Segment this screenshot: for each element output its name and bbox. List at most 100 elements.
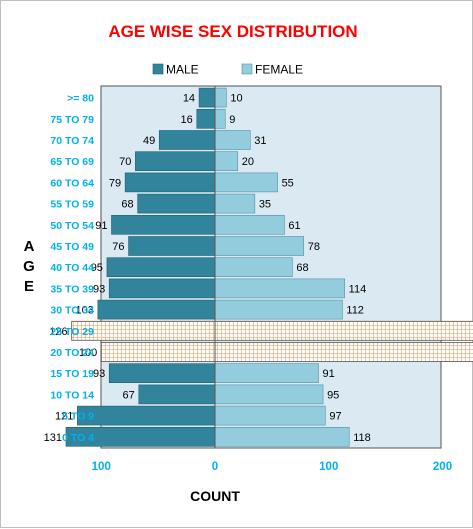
x-axis-label: COUNT: [190, 488, 240, 504]
female-bar: [214, 215, 285, 235]
age-group-label: 35 TO 39: [50, 283, 94, 295]
age-group-label: 65 TO 69: [50, 156, 94, 168]
male-value-label: 68: [121, 199, 133, 211]
age-group-label: 60 TO 64: [50, 177, 94, 189]
age-group-label: 55 TO 59: [50, 199, 94, 211]
male-value-label: 126: [49, 326, 67, 338]
male-bar: [198, 87, 216, 108]
male-value-label: 70: [119, 156, 131, 168]
female-bar: [214, 109, 226, 129]
female-value-label: 91: [323, 368, 335, 380]
male-bar: [77, 405, 216, 426]
female-bar: [214, 278, 345, 299]
legend-female-swatch: [241, 63, 253, 75]
age-group-label: 15 TO 19: [50, 368, 94, 380]
female-bar: [214, 363, 319, 384]
male-bar: [158, 130, 216, 150]
female-value-label: 10: [230, 93, 242, 105]
male-value-label: 121: [55, 411, 73, 423]
age-group-label: 45 TO 49: [50, 241, 94, 253]
male-bar: [97, 299, 216, 320]
female-bar: [214, 236, 305, 256]
female-bar: [214, 384, 324, 405]
female-bar: [214, 151, 239, 171]
y-axis-label-letter: E: [24, 278, 34, 295]
female-bar: [214, 320, 473, 341]
age-group-label: 0 TO 4: [62, 432, 94, 444]
male-value-label: 131: [44, 432, 62, 444]
value-labels-layer: 14 10 16 9 49 31 70 20 79 55 68 35 91 61 76 78 95 68 93 114…: [44, 93, 371, 444]
female-bar: [214, 193, 256, 214]
male-bar: [100, 342, 216, 362]
female-bar: [214, 87, 227, 108]
category-labels-layer: >= 80 75 TO 79 70 TO 74 65 TO 69 60 TO 64 55 …: [50, 93, 94, 444]
male-value-label: 79: [109, 177, 121, 189]
female-bar: [214, 299, 343, 320]
female-bar: [214, 130, 251, 150]
y-axis-label-letter: A: [24, 238, 35, 255]
female-value-label: 95: [327, 389, 339, 401]
male-bar: [138, 384, 216, 405]
x-axis-ticks-layer: 2001000100200300400: [92, 461, 452, 473]
x-tick-label: 200: [433, 461, 452, 473]
age-group-label: 50 TO 54: [50, 220, 94, 232]
y-axis-label-letter: G: [23, 258, 35, 275]
male-value-label: 49: [143, 135, 155, 147]
female-bar: [214, 342, 473, 362]
male-bar: [196, 109, 216, 129]
male-value-label: 100: [79, 347, 97, 359]
female-value-label: 9: [229, 114, 235, 126]
female-value-label: 68: [296, 262, 308, 274]
female-bar: [214, 172, 278, 193]
female-value-label: 118: [353, 432, 371, 444]
age-group-label: 40 TO 44: [50, 262, 94, 274]
male-bar: [108, 363, 216, 384]
male-bar: [137, 193, 216, 214]
male-value-label: 14: [183, 93, 195, 105]
male-value-label: 16: [181, 114, 193, 126]
bars-layer: [65, 86, 473, 448]
male-bar: [111, 215, 216, 235]
female-value-label: 112: [346, 305, 364, 317]
female-value-label: 20: [242, 156, 254, 168]
age-group-label: 70 TO 74: [50, 135, 94, 147]
male-bar: [135, 151, 216, 171]
male-value-label: 76: [112, 241, 124, 253]
x-tick-label: 100: [319, 461, 338, 473]
male-value-label: 91: [95, 220, 107, 232]
female-value-label: 31: [254, 135, 266, 147]
age-group-label: 5 TO 9: [62, 411, 94, 423]
legend-male-label: MALE: [166, 63, 199, 77]
female-value-label: 114: [349, 283, 367, 295]
female-value-label: 61: [288, 220, 300, 232]
legend-male-swatch: [152, 63, 164, 75]
male-value-label: 95: [91, 262, 103, 274]
age-group-label: 75 TO 79: [50, 114, 94, 126]
female-value-label: 55: [282, 177, 294, 189]
age-group-label: 25 TO 29: [50, 326, 94, 338]
male-bar: [124, 172, 216, 193]
y-axis-label: AGE: [23, 238, 35, 295]
female-value-label: 78: [308, 241, 320, 253]
female-bar: [214, 257, 293, 278]
age-group-label: 20 TO 24: [50, 347, 94, 359]
chart-title: AGE WISE SEX DISTRIBUTION: [108, 22, 357, 41]
female-value-label: 35: [259, 199, 271, 211]
female-bar: [214, 426, 350, 447]
male-bar: [106, 257, 216, 278]
male-value-label: 93: [93, 368, 105, 380]
male-value-label: 67: [123, 389, 135, 401]
female-value-label: 97: [329, 411, 341, 423]
age-group-label: 30 TO 34: [50, 305, 94, 317]
female-bar: [214, 405, 326, 426]
male-value-label: 103: [75, 305, 93, 317]
legend-female-label: FEMALE: [255, 63, 303, 77]
age-group-label: >= 80: [67, 93, 94, 105]
x-tick-label: 0: [212, 461, 218, 473]
male-bar: [128, 236, 216, 256]
age-group-label: 10 TO 14: [50, 389, 94, 401]
male-bar: [108, 278, 216, 299]
male-value-label: 93: [93, 283, 105, 295]
